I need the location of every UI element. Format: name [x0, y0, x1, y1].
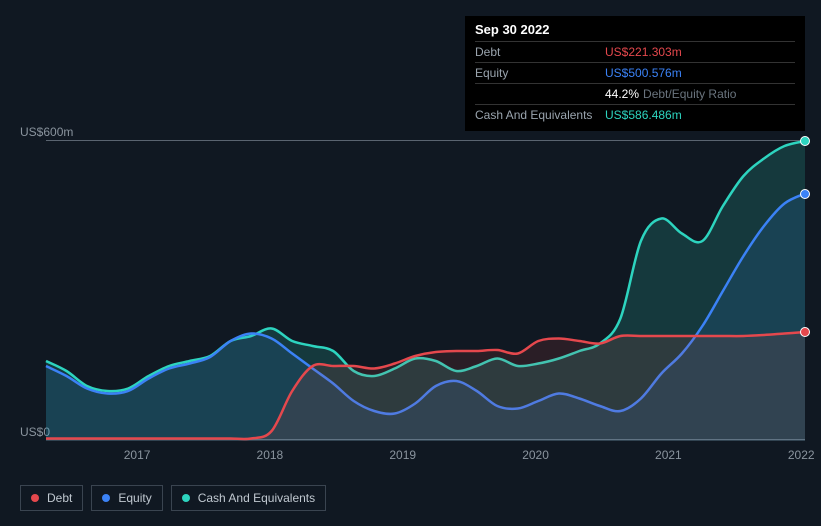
legend-label: Equity	[118, 491, 151, 505]
tooltip-row-label: Cash And Equivalents	[475, 108, 605, 122]
x-axis-tick: 2021	[655, 448, 682, 462]
series-end-marker	[800, 189, 810, 199]
y-axis-label-max: US$600m	[20, 125, 73, 139]
series-end-marker	[800, 327, 810, 337]
tooltip-row-label: Debt	[475, 45, 605, 59]
tooltip-row-value: US$221.303m	[605, 45, 682, 59]
legend-dot-icon	[102, 494, 110, 502]
tooltip-row-label: Equity	[475, 66, 605, 80]
tooltip-row: EquityUS$500.576m	[475, 62, 795, 83]
legend-item-cash[interactable]: Cash And Equivalents	[171, 485, 326, 511]
tooltip-date: Sep 30 2022	[475, 22, 795, 41]
legend-label: Debt	[47, 491, 72, 505]
tooltip-row-label	[475, 87, 605, 101]
legend-label: Cash And Equivalents	[198, 491, 315, 505]
chart-tooltip: Sep 30 2022 DebtUS$221.303mEquityUS$500.…	[465, 16, 805, 131]
tooltip-row-note: Debt/Equity Ratio	[643, 87, 736, 101]
tooltip-row-value: US$586.486m	[605, 108, 682, 122]
tooltip-row-value: 44.2%	[605, 87, 639, 101]
x-axis-tick: 2019	[389, 448, 416, 462]
chart-legend: Debt Equity Cash And Equivalents	[20, 485, 326, 511]
chart-plot-area	[46, 140, 805, 440]
x-axis-tick: 2018	[257, 448, 284, 462]
legend-item-debt[interactable]: Debt	[20, 485, 83, 511]
tooltip-row: 44.2% Debt/Equity Ratio	[475, 83, 795, 104]
series-end-marker	[800, 136, 810, 146]
tooltip-row-value: US$500.576m	[605, 66, 682, 80]
x-axis: 201720182019202020212022	[46, 448, 805, 468]
x-axis-tick: 2017	[124, 448, 151, 462]
tooltip-row: DebtUS$221.303m	[475, 41, 795, 62]
legend-item-equity[interactable]: Equity	[91, 485, 162, 511]
x-axis-tick: 2020	[522, 448, 549, 462]
legend-dot-icon	[182, 494, 190, 502]
tooltip-row: Cash And EquivalentsUS$586.486m	[475, 104, 795, 125]
x-axis-tick: 2022	[788, 448, 815, 462]
legend-dot-icon	[31, 494, 39, 502]
